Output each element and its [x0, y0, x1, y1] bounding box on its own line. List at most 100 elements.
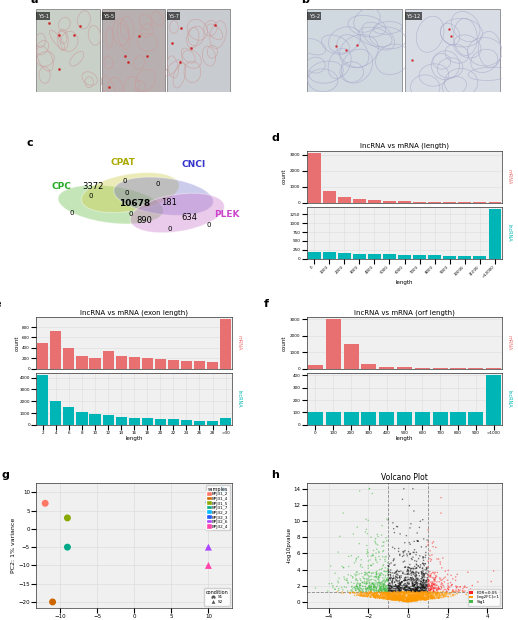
Point [396, 592, 405, 602]
Point [388, 568, 396, 578]
Point [410, 587, 418, 596]
Point [380, 594, 388, 604]
Point [395, 585, 404, 595]
Point [429, 588, 437, 598]
Point [440, 590, 448, 600]
Point [461, 582, 469, 592]
Point [412, 594, 420, 604]
Point [427, 580, 436, 590]
Point [424, 575, 433, 585]
Point [419, 553, 427, 563]
Point [403, 593, 411, 603]
Point [344, 562, 353, 572]
Point [365, 589, 373, 599]
Point [389, 518, 397, 528]
Point [421, 590, 429, 600]
Point [362, 583, 370, 593]
Point [391, 585, 399, 595]
Point [385, 591, 394, 601]
Point [427, 581, 436, 591]
Point [406, 583, 414, 593]
Point [351, 588, 359, 598]
Point [397, 588, 406, 598]
Point [357, 560, 365, 570]
Point [412, 578, 421, 588]
Point [393, 593, 401, 603]
Point [426, 585, 435, 595]
Point [385, 567, 393, 577]
Point [402, 585, 411, 595]
Point [385, 587, 393, 597]
Point [421, 593, 429, 603]
Point [418, 584, 426, 594]
Point [383, 576, 391, 586]
Point [403, 596, 411, 606]
Bar [50, 331, 62, 369]
Point [426, 581, 435, 591]
Point [393, 588, 401, 598]
Point [406, 593, 414, 603]
Point [419, 515, 427, 525]
Point [387, 593, 396, 603]
Point [441, 590, 449, 600]
Point [385, 583, 394, 593]
Point [381, 590, 390, 600]
Point [420, 569, 428, 578]
Point [379, 546, 387, 556]
Point [395, 575, 404, 585]
Point [398, 577, 406, 587]
Point [404, 594, 412, 604]
Point [373, 586, 381, 596]
Point [388, 576, 396, 586]
Point [390, 587, 398, 596]
Point [414, 593, 423, 603]
Point [400, 595, 408, 604]
Point [438, 563, 446, 573]
Point [384, 590, 393, 600]
Point [387, 586, 395, 596]
Point [407, 595, 415, 605]
Point [412, 595, 421, 605]
Point [401, 546, 409, 556]
Point [415, 576, 423, 586]
Point [439, 587, 447, 596]
Point [387, 578, 395, 588]
Point [340, 574, 349, 584]
Point [417, 590, 425, 600]
Point [388, 593, 396, 603]
Point [419, 586, 427, 596]
Point [378, 583, 386, 593]
Point [406, 566, 414, 576]
Bar [102, 9, 165, 92]
Point [363, 583, 371, 593]
Point [401, 587, 409, 596]
Point [378, 589, 386, 599]
Point [412, 572, 421, 582]
Point [366, 589, 374, 599]
Point [407, 570, 415, 580]
Point [389, 592, 397, 602]
Point [469, 586, 478, 596]
Point [393, 582, 401, 592]
Text: CPAT: CPAT [111, 158, 136, 167]
Point [416, 562, 424, 572]
Point [402, 593, 411, 603]
Point [391, 589, 399, 599]
Point [409, 594, 417, 604]
Point [441, 591, 450, 601]
Point [444, 591, 452, 601]
Point [379, 537, 387, 547]
Point [407, 594, 415, 604]
Point [363, 590, 371, 600]
Point [362, 574, 370, 584]
Point [421, 587, 429, 597]
Point [333, 587, 341, 596]
Point [423, 588, 431, 598]
Text: Y5-5: Y5-5 [103, 14, 114, 19]
Point [413, 595, 421, 605]
Point [408, 595, 416, 604]
Point [408, 575, 416, 585]
Point [372, 593, 381, 603]
Point [394, 594, 402, 604]
Point [369, 582, 378, 592]
